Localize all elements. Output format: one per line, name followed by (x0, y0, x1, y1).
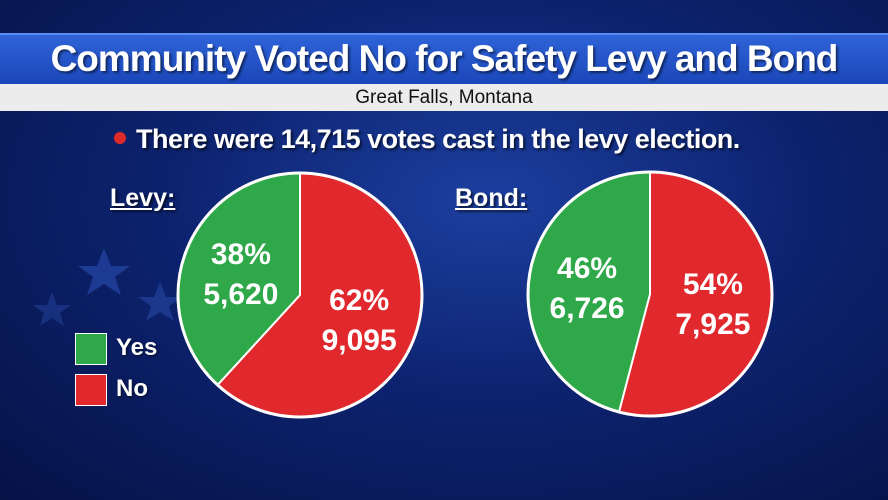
levy-pie-outline (176, 171, 424, 419)
legend-swatch-no (75, 374, 107, 406)
levy-value-label-no: 9,095 (322, 324, 397, 357)
levy-value-label-yes: 5,620 (203, 278, 278, 311)
bond-percent-label-yes: 46% (557, 252, 617, 285)
legend-swatch-yes (75, 333, 107, 365)
subtitle-bar (0, 84, 888, 111)
legend-label-yes: Yes (116, 334, 158, 361)
levy-percent-label-yes: 38% (211, 238, 271, 271)
page-title: Community Voted No for Safety Levy and B… (50, 38, 839, 79)
bond-chart-title: Bond: (455, 184, 528, 212)
votes-note-text: There were 14,715 votes cast in the levy… (136, 124, 740, 154)
bullet-icon (114, 131, 126, 144)
bond-percent-label-no: 54% (683, 268, 743, 301)
levy-percent-label-no: 62% (329, 284, 389, 317)
bond-pie-outline (526, 170, 774, 418)
bond-value-label-no: 7,925 (675, 308, 750, 341)
levy-chart-title: Levy: (110, 184, 176, 212)
legend-label-no: No (116, 375, 148, 402)
bond-value-label-yes: 6,726 (550, 292, 625, 325)
page-subtitle: Great Falls, Montana (355, 87, 533, 108)
votes-note: There were 14,715 votes cast in the levy… (114, 124, 740, 155)
